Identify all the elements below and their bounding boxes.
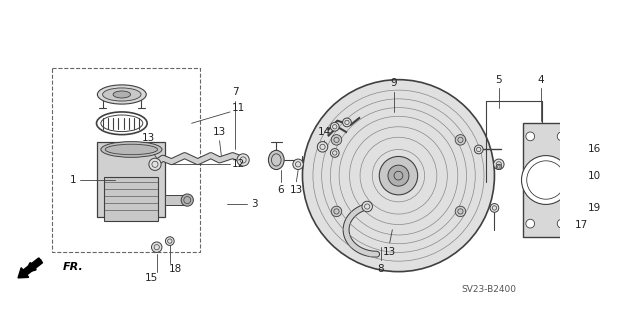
Ellipse shape bbox=[105, 144, 157, 155]
Bar bbox=[52, 68, 200, 252]
Circle shape bbox=[474, 145, 483, 154]
Text: 12: 12 bbox=[232, 159, 245, 169]
Text: 17: 17 bbox=[575, 220, 588, 230]
Circle shape bbox=[303, 80, 495, 272]
Bar bbox=[97, 143, 166, 217]
Circle shape bbox=[332, 135, 342, 145]
Bar bbox=[104, 177, 159, 221]
Circle shape bbox=[293, 159, 303, 169]
Text: 13: 13 bbox=[141, 133, 155, 143]
Text: 3: 3 bbox=[251, 198, 258, 209]
FancyArrow shape bbox=[18, 258, 42, 278]
Ellipse shape bbox=[97, 85, 147, 104]
Bar bbox=[166, 195, 188, 205]
Circle shape bbox=[149, 158, 161, 170]
Circle shape bbox=[317, 142, 328, 152]
Circle shape bbox=[237, 154, 249, 166]
Circle shape bbox=[455, 135, 466, 145]
Text: 11: 11 bbox=[232, 103, 245, 113]
Text: 6: 6 bbox=[277, 185, 284, 196]
Ellipse shape bbox=[101, 142, 162, 157]
Text: 10: 10 bbox=[588, 171, 602, 181]
Text: 19: 19 bbox=[588, 203, 602, 213]
Text: 4: 4 bbox=[538, 75, 544, 85]
Circle shape bbox=[496, 164, 501, 169]
Circle shape bbox=[455, 206, 466, 217]
Text: 13: 13 bbox=[290, 185, 303, 196]
Circle shape bbox=[380, 156, 418, 195]
Circle shape bbox=[572, 189, 582, 200]
Ellipse shape bbox=[268, 150, 284, 169]
Circle shape bbox=[490, 204, 499, 212]
Text: 13: 13 bbox=[383, 247, 396, 256]
Text: 14: 14 bbox=[317, 127, 331, 137]
Circle shape bbox=[526, 132, 534, 141]
Circle shape bbox=[526, 219, 534, 228]
Text: 7: 7 bbox=[232, 87, 239, 97]
Text: 1: 1 bbox=[70, 175, 76, 185]
Circle shape bbox=[181, 194, 193, 206]
Ellipse shape bbox=[102, 88, 141, 101]
Bar bbox=[524, 123, 568, 237]
Circle shape bbox=[522, 156, 570, 204]
Text: 8: 8 bbox=[378, 264, 384, 274]
Text: 13: 13 bbox=[213, 127, 226, 137]
Text: 15: 15 bbox=[145, 273, 158, 283]
Circle shape bbox=[330, 122, 339, 131]
Circle shape bbox=[342, 118, 351, 127]
Text: FR.: FR. bbox=[63, 262, 83, 272]
Circle shape bbox=[362, 201, 372, 212]
Circle shape bbox=[388, 165, 409, 186]
Circle shape bbox=[332, 206, 342, 217]
Circle shape bbox=[166, 237, 174, 245]
Circle shape bbox=[557, 219, 566, 228]
Text: 16: 16 bbox=[588, 145, 602, 154]
Circle shape bbox=[330, 149, 339, 157]
Circle shape bbox=[493, 159, 504, 169]
Text: 5: 5 bbox=[495, 75, 502, 85]
Circle shape bbox=[557, 132, 566, 141]
Text: 9: 9 bbox=[391, 78, 397, 88]
Circle shape bbox=[152, 242, 162, 252]
Text: SV23-B2400: SV23-B2400 bbox=[461, 285, 516, 293]
Ellipse shape bbox=[113, 91, 131, 98]
Text: 18: 18 bbox=[170, 264, 182, 274]
